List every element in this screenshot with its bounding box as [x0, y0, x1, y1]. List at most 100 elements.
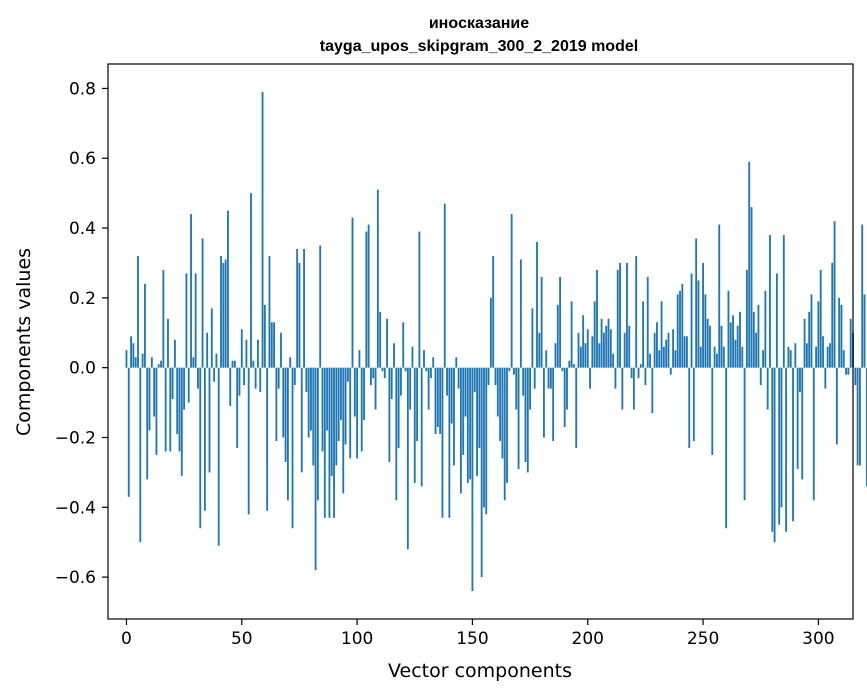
bar-228	[651, 367, 654, 414]
bar-151	[473, 367, 476, 393]
bar-229	[653, 332, 656, 368]
bar-288	[789, 350, 792, 368]
bar-241	[681, 283, 684, 368]
bar-35	[206, 332, 209, 368]
bar-260	[725, 367, 728, 529]
chart-subtitle: tayga_upos_skipgram_300_2_2019 model	[320, 38, 638, 55]
bar-254	[711, 367, 714, 455]
bar-84	[319, 245, 322, 368]
bar-261	[727, 290, 730, 368]
bar-97	[349, 367, 352, 459]
bar-20	[171, 367, 174, 400]
bar-27	[187, 367, 190, 403]
bar-156	[485, 367, 488, 515]
bar-55	[252, 360, 255, 368]
bar-93	[340, 367, 342, 421]
bar-286	[785, 367, 788, 532]
bar-135	[436, 367, 439, 428]
bar-131	[427, 367, 430, 410]
y-tick-label: −0.2	[55, 428, 96, 448]
bar-121	[404, 367, 407, 372]
bar-90	[333, 367, 335, 518]
bar-235	[667, 332, 670, 368]
bar-287	[787, 346, 790, 368]
bar-117	[395, 367, 398, 501]
bar-0	[125, 350, 128, 368]
bar-199	[584, 343, 587, 368]
bar-153	[478, 367, 481, 448]
bar-296	[808, 311, 811, 368]
bar-292	[799, 367, 801, 393]
bar-166	[508, 367, 511, 372]
bar-168	[513, 367, 515, 375]
bar-46	[231, 360, 234, 368]
bar-205	[598, 343, 601, 368]
bar-251	[704, 294, 707, 368]
bar-99	[353, 367, 356, 417]
bar-283	[778, 367, 781, 525]
bar-178	[536, 242, 538, 368]
bar-39	[215, 353, 218, 368]
bar-115	[390, 367, 393, 400]
bar-276	[762, 350, 764, 368]
bar-234	[665, 339, 668, 368]
bar-224	[642, 301, 645, 368]
bar-308	[835, 367, 838, 445]
bar-158	[489, 297, 492, 368]
bar-225	[644, 367, 647, 386]
bar-96	[346, 367, 349, 382]
bar-309	[838, 297, 841, 368]
bar-7	[141, 353, 144, 368]
bar-141	[450, 367, 453, 424]
bar-134	[434, 367, 437, 434]
bar-177	[533, 367, 536, 389]
bar-272	[752, 311, 755, 368]
bar-79	[307, 367, 310, 438]
bar-313	[847, 367, 850, 375]
bar-41	[220, 255, 222, 368]
bar-185	[552, 367, 555, 441]
bar-214	[619, 262, 621, 368]
bar-149	[469, 367, 472, 480]
bar-61	[266, 367, 269, 511]
bar-12	[153, 367, 156, 417]
bar-216	[623, 332, 626, 368]
bar-6	[139, 367, 142, 543]
bar-203	[593, 301, 596, 368]
bar-10	[148, 367, 151, 431]
bar-165	[506, 367, 508, 483]
bar-52	[245, 339, 248, 368]
bar-150	[471, 367, 474, 592]
bar-282	[775, 273, 778, 368]
bar-118	[397, 367, 400, 448]
bar-169	[515, 367, 518, 410]
bar-299	[815, 346, 818, 368]
bar-274	[757, 304, 760, 368]
bar-159	[492, 255, 495, 368]
bar-120	[402, 322, 405, 368]
bar-119	[400, 367, 402, 396]
bar-187	[556, 304, 559, 368]
bar-223	[639, 364, 642, 368]
y-tick-label: −0.6	[55, 568, 96, 588]
bar-15	[160, 360, 162, 368]
bar-218	[628, 325, 631, 368]
y-tick-label: 0.0	[69, 359, 96, 379]
bar-33	[201, 238, 204, 368]
x-axis-ticks: 0 50 100 150 200 250 300	[121, 619, 835, 649]
bar-85	[321, 367, 324, 452]
bar-232	[660, 301, 663, 368]
bar-242	[683, 336, 686, 368]
bar-189	[561, 367, 564, 372]
bar-193	[570, 301, 573, 368]
bar-236	[669, 367, 672, 375]
bar-59	[261, 91, 264, 368]
bar-47	[233, 360, 236, 368]
bar-123	[409, 367, 412, 410]
bar-19	[169, 367, 172, 452]
bar-239	[676, 294, 679, 368]
bar-140	[448, 367, 451, 518]
bar-64	[273, 322, 275, 368]
bar-298	[812, 367, 815, 501]
x-axis-label: Vector components	[388, 660, 572, 682]
